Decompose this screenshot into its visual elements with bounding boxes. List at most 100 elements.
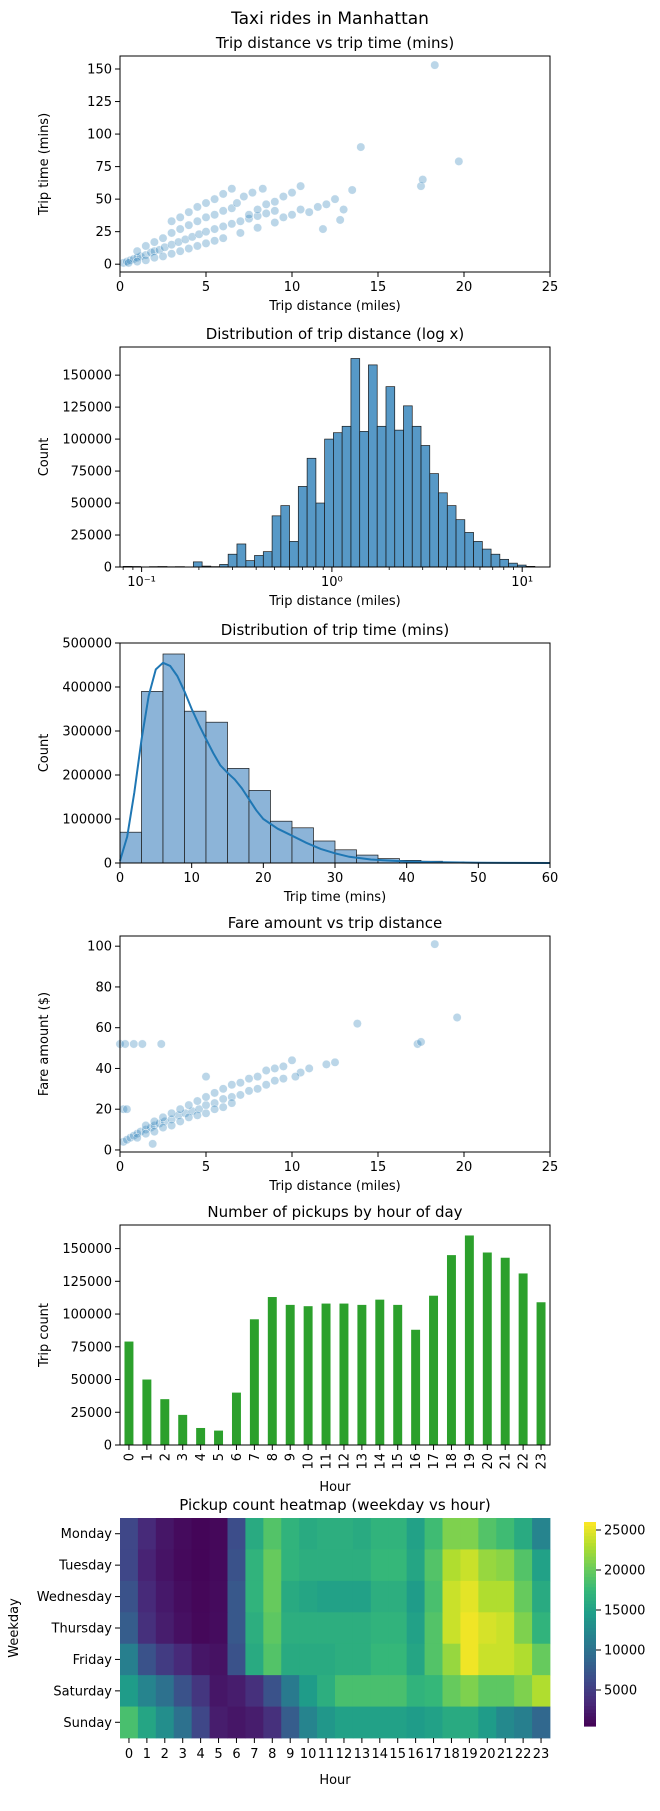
heatmap-cell	[532, 1612, 551, 1645]
heatmap-cell	[460, 1549, 479, 1582]
scatter-point	[141, 1121, 151, 1130]
x-tick-label: 19	[463, 1453, 478, 1470]
scatter-point	[321, 1059, 331, 1069]
heatmap-cell	[263, 1675, 282, 1707]
scatter-point	[184, 220, 194, 230]
scatter-point	[192, 202, 202, 212]
x-tick-label: 0	[116, 1160, 124, 1175]
heatmap-cell	[173, 1643, 193, 1676]
heatmap-cell	[209, 1706, 228, 1739]
heatmap-cell	[317, 1706, 336, 1739]
bar	[482, 1252, 492, 1445]
colorbar-segment	[584, 1637, 596, 1642]
histogram-bar	[473, 541, 483, 568]
scatter-point	[287, 188, 297, 198]
y-tick-label: 100000	[62, 1308, 112, 1323]
scatter-point	[184, 244, 194, 253]
x-tick-label: 10	[284, 280, 301, 295]
colorbar-segment	[584, 1709, 596, 1713]
x-tick-label: 18	[445, 1453, 460, 1470]
y-tick-label: 100000	[62, 433, 112, 448]
scatter-point	[278, 212, 288, 222]
y-tick-label: 75000	[71, 1340, 112, 1355]
scatter-point	[304, 207, 314, 217]
heatmap-cell	[335, 1549, 354, 1582]
heatmap-cell	[352, 1675, 372, 1707]
x-tick-label: 10	[300, 1747, 317, 1762]
x-tick-label: 13	[355, 1453, 370, 1470]
heatmap-cell	[263, 1643, 282, 1676]
x-tick-label: 20	[481, 1453, 496, 1470]
histogram-bar	[455, 519, 466, 568]
heatmap-cell	[120, 1580, 139, 1613]
scatter-point	[339, 205, 348, 214]
scatter-point	[270, 1076, 280, 1086]
scatter-point	[141, 255, 151, 265]
x-tick-label: 20	[456, 1160, 473, 1175]
scatter-point	[235, 1078, 245, 1088]
colorbar-segment	[584, 1630, 596, 1635]
scatter-point	[291, 1072, 300, 1082]
scatter-point	[132, 1133, 142, 1143]
y-tick-label: 100	[87, 940, 112, 955]
histogram-bar	[315, 502, 325, 568]
colorbar-segment	[584, 1545, 596, 1550]
heatmap-cell	[406, 1612, 425, 1645]
scatter-point	[201, 238, 211, 248]
heatmap-cell	[317, 1643, 336, 1676]
y-tick-label: 25	[95, 225, 112, 240]
bar	[411, 1329, 421, 1445]
scatter-point	[175, 224, 185, 234]
scatter-point	[210, 1104, 220, 1114]
heatmap-cell	[370, 1580, 390, 1613]
scatter-point	[352, 1019, 362, 1029]
x-tick-label: 9	[286, 1747, 294, 1762]
x-tick-label: 5	[214, 1747, 222, 1762]
heatmap-cell	[424, 1549, 443, 1582]
heatmap-cell	[496, 1549, 515, 1582]
chart-1: 10⁻¹ 10⁰ 10¹ 0 25000 50000 75000 100000 125000 15…	[37, 325, 551, 609]
scatter-point	[244, 214, 254, 224]
heatmap-cell	[137, 1643, 157, 1676]
heatmap-cell	[137, 1675, 157, 1707]
histogram-bar	[341, 425, 352, 568]
bar	[464, 1235, 474, 1445]
x-tick-label: 5	[212, 1453, 227, 1461]
heatmap-cell	[370, 1643, 390, 1676]
heatmap-cell	[388, 1706, 408, 1739]
bar	[446, 1255, 456, 1445]
histogram-bar	[429, 473, 439, 568]
heatmap-cell	[478, 1706, 497, 1739]
scatter-point	[149, 246, 159, 256]
heatmap-cell	[442, 1675, 461, 1707]
colorbar-segment	[584, 1664, 596, 1669]
heatmap-cell	[209, 1518, 228, 1550]
colorbar: 5000 10000 15000 20000 25000	[584, 1522, 645, 1727]
heatmap-cell	[173, 1518, 193, 1550]
colorbar-segment	[584, 1539, 596, 1543]
heatmap-cell	[137, 1518, 157, 1550]
heatmap-cell	[173, 1612, 193, 1645]
bar	[357, 1304, 367, 1445]
scatter-point	[227, 219, 237, 229]
colorbar-segment	[584, 1566, 596, 1571]
scatter-point	[218, 1084, 228, 1094]
heatmap-cell	[120, 1675, 139, 1707]
heatmap-cell	[442, 1612, 461, 1645]
y-tick-label: 150000	[62, 369, 112, 384]
scatter-point	[430, 60, 440, 70]
bar	[142, 1379, 152, 1445]
heatmap-cell	[388, 1675, 408, 1707]
heatmap-cell	[155, 1518, 175, 1550]
y-tick-label: 50000	[71, 497, 112, 512]
heatmap-cell	[424, 1675, 443, 1707]
y-tick-label: 500000	[62, 637, 112, 652]
heatmap-cell	[191, 1549, 210, 1582]
colorbar-segment	[584, 1593, 596, 1598]
colorbar-segment	[584, 1525, 596, 1530]
heatmap-cell	[478, 1612, 497, 1645]
scatter-point	[149, 237, 159, 247]
chart-title: Distribution of trip distance (log x)	[206, 325, 465, 343]
scatter-point	[122, 1104, 132, 1114]
x-tick-label: 10	[183, 871, 200, 886]
